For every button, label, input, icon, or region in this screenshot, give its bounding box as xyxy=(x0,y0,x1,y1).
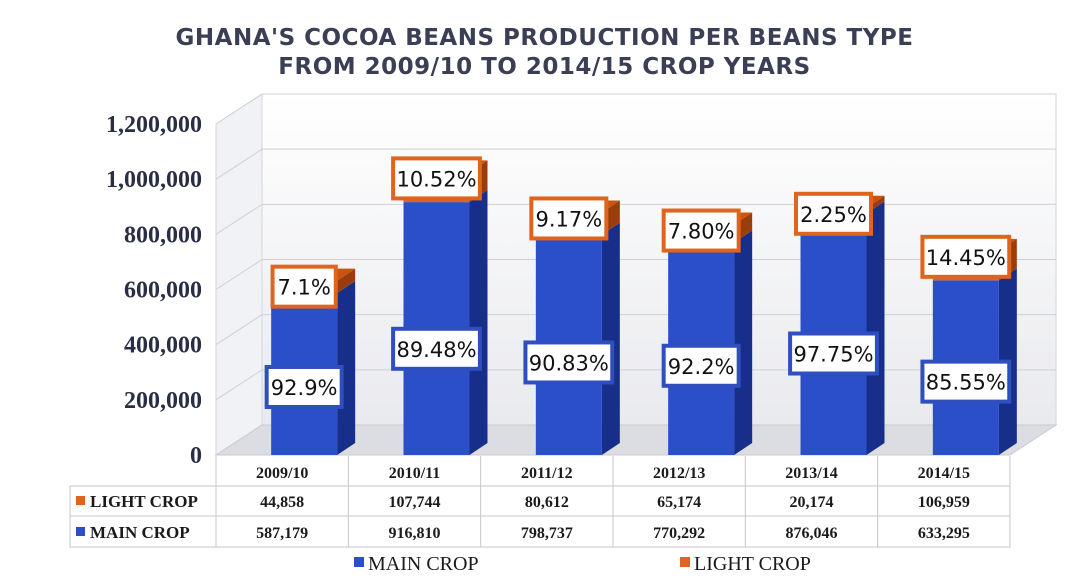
chart-title: GHANA'S COCOA BEANS PRODUCTION PER BEANS… xyxy=(0,24,1089,82)
gridline xyxy=(215,148,1056,180)
light-crop-percent-box xyxy=(920,234,1012,279)
main-crop-bar-side xyxy=(601,222,620,455)
light-crop-value: 44,858 xyxy=(260,494,304,511)
light-crop-value: 106,959 xyxy=(918,494,970,511)
gridline xyxy=(215,259,1056,290)
main-crop-value: 770,292 xyxy=(653,525,705,542)
light-crop-percent-label: 14.45% xyxy=(926,246,1006,270)
main-crop-percent-label: 90.83% xyxy=(529,351,609,375)
main-crop-percent-label: 89.48% xyxy=(396,338,476,362)
x-tick-label: 2014/15 xyxy=(918,465,970,482)
main-crop-value: 633,295 xyxy=(918,525,970,542)
light-crop-percent-box xyxy=(270,264,338,309)
gridline xyxy=(215,93,1056,125)
main-crop-bar-side xyxy=(866,201,885,455)
x-tick-label: 2010/11 xyxy=(389,465,441,482)
y-tick-label: 1,000,000 xyxy=(106,167,202,193)
legend-main-crop-swatch xyxy=(354,557,364,567)
y-tick-label: 1,200,000 xyxy=(106,112,202,138)
light-crop-value: 107,744 xyxy=(389,494,441,511)
light-crop-percent-box xyxy=(794,191,873,236)
main-crop-percent-label: 97.75% xyxy=(793,343,873,367)
main-crop-row-label: MAIN CROP xyxy=(90,523,190,542)
light-crop-percent-label: 7.80% xyxy=(668,220,735,244)
y-tick-label: 0 xyxy=(190,443,202,469)
y-tick-label: 400,000 xyxy=(124,333,202,359)
legend-light-crop-label: LIGHT CROP xyxy=(694,553,811,575)
x-tick-label: 2009/10 xyxy=(256,465,308,482)
main-crop-percent-box xyxy=(661,343,741,388)
main-crop-percent-box xyxy=(920,359,1012,404)
main-crop-value: 798,737 xyxy=(521,525,573,542)
x-tick-label: 2012/13 xyxy=(653,465,705,482)
y-tick-label: 800,000 xyxy=(124,222,202,248)
main-crop-bar-side xyxy=(337,281,356,455)
gridline xyxy=(215,314,1056,346)
main-crop-row-marker xyxy=(76,527,85,536)
main-crop-percent-box xyxy=(264,364,344,409)
main-crop-value: 916,810 xyxy=(389,525,441,542)
light-crop-percent-label: 2.25% xyxy=(800,203,867,227)
main-crop-percent-box xyxy=(788,331,879,376)
chart-title-line-2: FROM 2009/10 TO 2014/15 CROP YEARS xyxy=(278,54,811,80)
x-tick-label: 2011/12 xyxy=(521,465,573,482)
main-crop-percent-label: 92.2% xyxy=(668,355,735,379)
light-crop-percent-label: 7.1% xyxy=(277,276,330,300)
light-crop-value: 20,174 xyxy=(790,494,834,511)
x-tick-label: 2013/14 xyxy=(785,465,837,482)
light-crop-value: 80,612 xyxy=(525,494,569,511)
y-tick-label: 200,000 xyxy=(124,388,202,414)
light-crop-percent-box xyxy=(661,208,741,253)
main-crop-percent-label: 92.9% xyxy=(271,376,338,400)
main-crop-bar-side xyxy=(469,190,488,456)
y-tick-label: 600,000 xyxy=(124,278,202,304)
main-crop-percent-box xyxy=(523,340,615,385)
light-crop-percent-label: 10.52% xyxy=(396,167,476,191)
legend-light-crop-swatch xyxy=(680,557,690,567)
main-crop-percent-box xyxy=(391,326,482,371)
chart-title-line-1: GHANA'S COCOA BEANS PRODUCTION PER BEANS… xyxy=(175,25,914,51)
main-crop-value: 876,046 xyxy=(786,525,838,542)
light-crop-value: 65,174 xyxy=(657,494,701,511)
main-crop-bar-side xyxy=(734,230,753,455)
light-crop-row-label: LIGHT CROP xyxy=(90,492,198,511)
legend-main-crop-label: MAIN CROP xyxy=(368,553,479,575)
light-crop-percent-label: 9.17% xyxy=(535,207,602,231)
light-crop-bar-side xyxy=(337,268,356,294)
main-crop-value: 587,179 xyxy=(256,525,308,542)
light-crop-row-marker xyxy=(76,496,85,505)
light-crop-percent-box xyxy=(391,156,482,201)
main-crop-percent-label: 85.55% xyxy=(926,371,1006,395)
light-crop-percent-box xyxy=(529,196,609,241)
gridline xyxy=(215,203,1056,235)
